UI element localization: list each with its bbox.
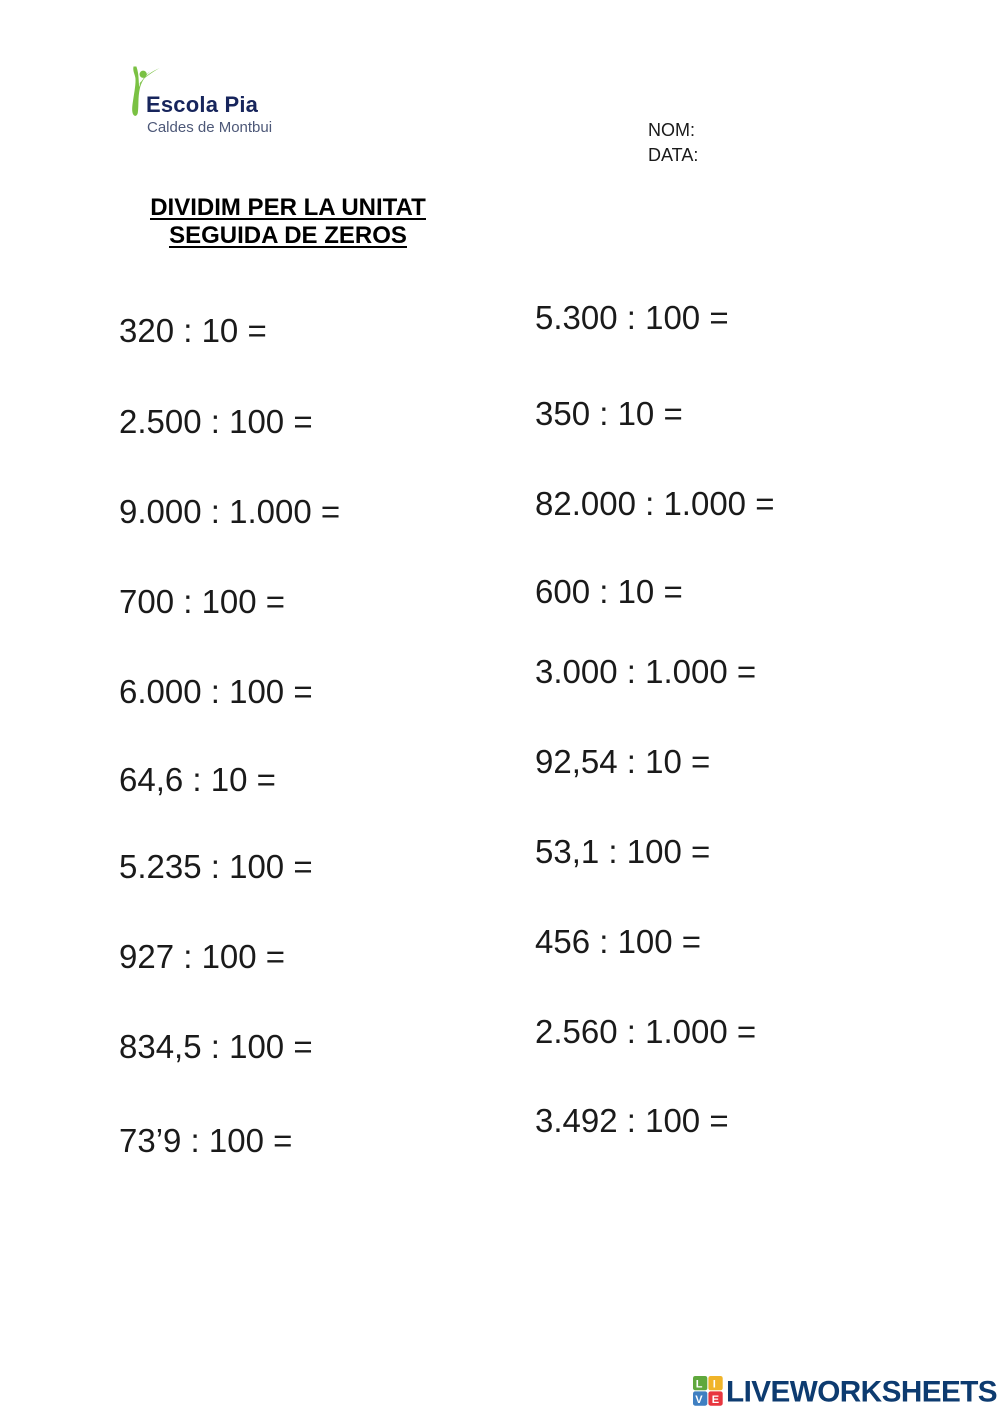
svg-text:I: I <box>713 1379 716 1391</box>
svg-text:E: E <box>712 1394 719 1406</box>
svg-text:L: L <box>696 1379 703 1391</box>
svg-text:V: V <box>695 1394 703 1406</box>
svg-text:LIVEWORKSHEETS: LIVEWORKSHEETS <box>726 1376 997 1408</box>
